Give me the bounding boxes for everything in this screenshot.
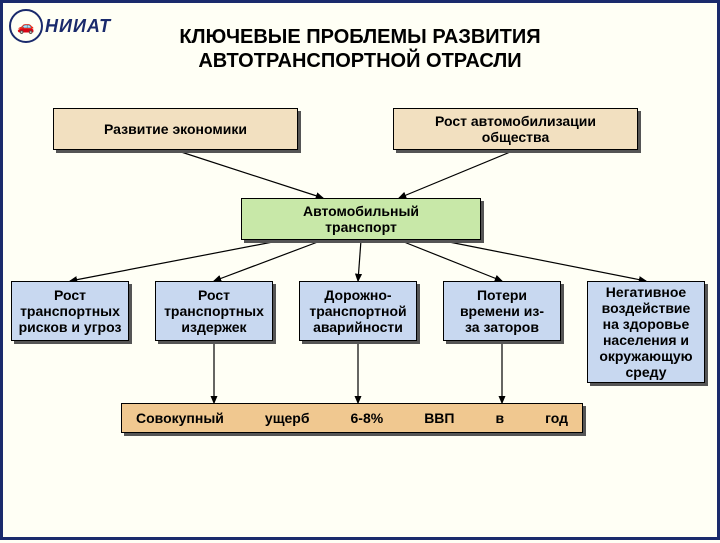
box-bottom: Совокупный ущерб 6-8% ВВП в год (121, 403, 583, 433)
box-b4: Потери времени из- за заторов (443, 281, 561, 341)
box-center: Автомобильный транспорт (241, 198, 481, 240)
box-top_left: Развитие экономики (53, 108, 298, 150)
box-b5: Негативное воздействие на здоровье насел… (587, 281, 705, 383)
damage-word: в (495, 410, 504, 426)
damage-word: ущерб (265, 410, 310, 426)
damage-word: год (545, 410, 568, 426)
box-b1: Рост транспортных рисков и угроз (11, 281, 129, 341)
page-title: КЛЮЧЕВЫЕ ПРОБЛЕМЫ РАЗВИТИЯ АВТОТРАНСПОРТ… (3, 25, 717, 73)
box-b2: Рост транспортных издержек (155, 281, 273, 341)
box-b3: Дорожно- транспортной аварийности (299, 281, 417, 341)
damage-row: Совокупный ущерб 6-8% ВВП в год (122, 404, 582, 432)
damage-word: Совокупный (136, 410, 224, 426)
damage-word: ВВП (424, 410, 454, 426)
box-top_right: Рост автомобилизации общества (393, 108, 638, 150)
connector-arrows (3, 3, 720, 543)
damage-word: 6-8% (351, 410, 384, 426)
